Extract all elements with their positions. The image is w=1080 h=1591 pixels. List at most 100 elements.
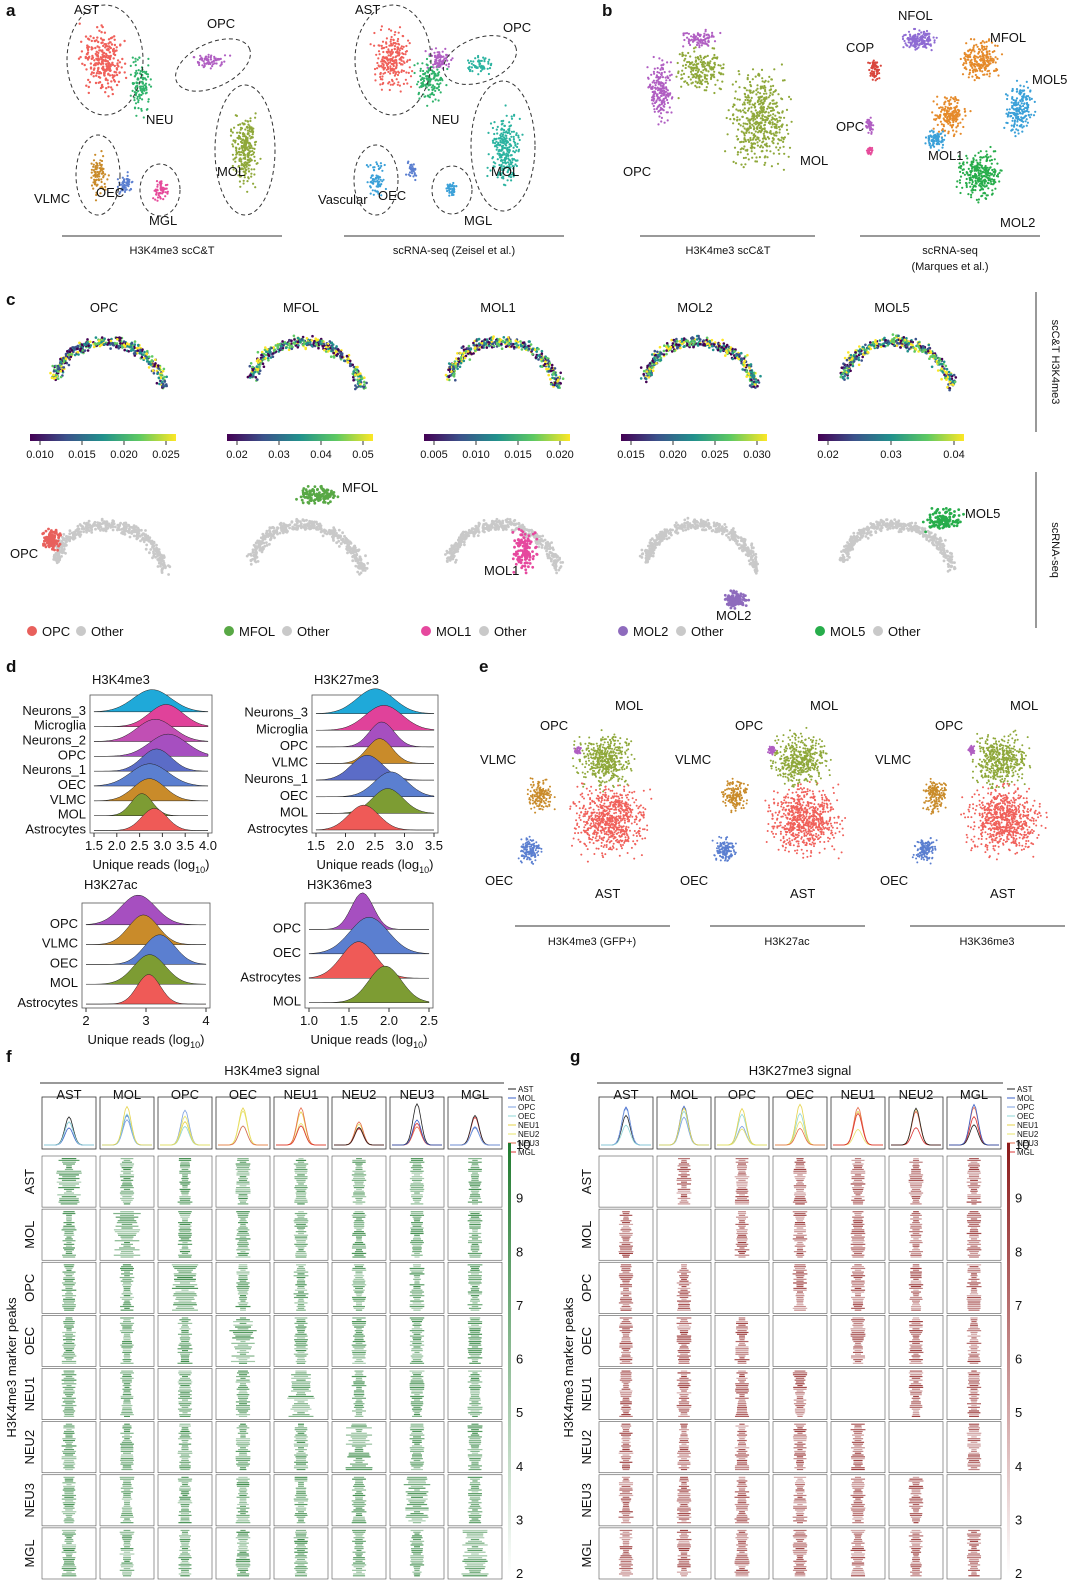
c-legend-other-4: Other <box>888 624 921 639</box>
panel-letter-e: e <box>479 657 488 676</box>
c-tick-0-0: 0.010 <box>26 449 54 461</box>
f-col-2: OPC <box>171 1087 199 1102</box>
f-col-4: NEU1 <box>284 1087 319 1102</box>
label-neu: NEU <box>146 112 173 127</box>
f-scale-7: 3 <box>516 1512 523 1527</box>
e-label-oec-2: OEC <box>880 873 908 888</box>
e-label-ast-2: AST <box>990 886 1015 901</box>
c-legend-label-1: MFOL <box>239 624 275 639</box>
f-col-5: NEU2 <box>342 1087 377 1102</box>
g-row-4: NEU1 <box>579 1377 594 1412</box>
panel-c: OPC 0.010 0.015 0.020 0.025 OPC OPC Other MFOL 0.… <box>10 292 1061 639</box>
f-profile-4 <box>273 1096 329 1150</box>
d-ridge-0-1 <box>93 704 209 727</box>
d-tick-0-2: 2.5 <box>131 838 149 853</box>
g-legend-0: AST <box>1017 1085 1033 1094</box>
panel-e: MOL OPC VLMC OEC AST H3K4me3 (GFP+) MOL OPC VLMC… <box>480 698 1065 948</box>
c-tick-4-1: 0.03 <box>880 449 901 461</box>
d-ridge-2-4 <box>85 974 207 1005</box>
d-ridge-0-4 <box>93 748 209 772</box>
g-ylabel: H3K4me3 marker peaks <box>561 1297 576 1438</box>
f-title: H3K4me3 signal <box>224 1063 319 1078</box>
f-scale-4: 6 <box>516 1352 523 1367</box>
f-legend-1: MOL <box>518 1094 536 1103</box>
c-annotation-plot-0 <box>41 517 172 576</box>
c-colorbar-3 <box>621 434 767 441</box>
c-col-title-4: MOL5 <box>874 300 909 315</box>
c-annot-label-2: MOL1 <box>484 563 519 578</box>
panel-b: OPC MOL H3K4me3 scC&T NFOL MFOL COP MOL5… <box>623 8 1067 273</box>
c-annot-label-3: MOL2 <box>716 608 751 623</box>
d-ridge-2-3 <box>85 954 207 985</box>
f-row-4: NEU1 <box>22 1377 37 1412</box>
label-mol: MOL <box>217 164 245 179</box>
d-tick-3-1: 1.5 <box>340 1013 358 1028</box>
f-heatmap-col-4 <box>273 1155 329 1580</box>
c-side-label-2: scRNA-seq <box>1049 522 1061 578</box>
c-legend-swatch-4 <box>815 626 825 636</box>
d-row-label-2-3: MOL <box>50 975 78 990</box>
f-col-1: MOL <box>113 1087 141 1102</box>
f-legend-4: NEU1 <box>518 1121 540 1130</box>
d-ridge-1-7 <box>315 804 435 831</box>
c-tick-2-0: 0.005 <box>420 449 448 461</box>
c-tick-3-3: 0.030 <box>743 449 771 461</box>
d-row-label-1-5: OEC <box>280 788 308 803</box>
d-xlabel-0: Unique reads (log10) <box>93 857 210 875</box>
g-col-0: AST <box>613 1087 638 1102</box>
c-col-title-3: MOL2 <box>677 300 712 315</box>
e-label-vlmc-2: VLMC <box>875 752 911 767</box>
panel-letter-c: c <box>6 290 15 309</box>
d-tick-0-5: 4.0 <box>199 838 217 853</box>
label-opc: OPC <box>207 16 235 31</box>
d-tick-2-1: 3 <box>142 1013 149 1028</box>
c-annotation-plot-3 <box>638 516 759 610</box>
g-heatmap-col-6 <box>946 1155 1002 1580</box>
c-legend-label-3: MOL2 <box>633 624 668 639</box>
f-colorscale <box>508 1143 511 1576</box>
label-neu-rna: NEU <box>432 112 459 127</box>
d-row-label-0-3: OPC <box>58 747 86 762</box>
f-scale-1: 9 <box>516 1191 523 1206</box>
c-legend-swatch-0 <box>27 626 37 636</box>
f-legend-7: MGL <box>518 1148 536 1157</box>
d-row-label-3-1: OEC <box>273 945 301 960</box>
panel-letter-b: b <box>602 1 612 20</box>
f-legend-0: AST <box>518 1085 534 1094</box>
label-cop: COP <box>846 40 874 55</box>
c-legend-other-2: Other <box>494 624 527 639</box>
c-legend-other-swatch-0 <box>76 626 86 636</box>
f-row-7: MGL <box>22 1539 37 1567</box>
e-embedding-0 <box>517 729 653 865</box>
f-row-1: MOL <box>22 1221 37 1249</box>
g-scale-2: 8 <box>1015 1244 1022 1259</box>
g-legend-4: NEU1 <box>1017 1121 1039 1130</box>
g-profile-2 <box>714 1096 770 1150</box>
caption-b-right-1: scRNA-seq <box>922 245 978 257</box>
label-nfol: NFOL <box>898 8 933 23</box>
d-ridge-1-2 <box>315 721 435 748</box>
e-label-mol-2: MOL <box>1010 698 1038 713</box>
d-ridge-0-2 <box>93 719 209 742</box>
c-annot-label-0: OPC <box>10 546 38 561</box>
g-legend-2: OPC <box>1017 1103 1035 1112</box>
d-row-label-2-1: VLMC <box>42 936 78 951</box>
c-legend-label-2: MOL1 <box>436 624 471 639</box>
panel-b-left-embedding <box>646 28 793 171</box>
g-row-3: OEC <box>579 1327 594 1355</box>
f-scale-0: 10 <box>516 1137 530 1152</box>
label-mol1: MOL1 <box>928 148 963 163</box>
d-tick-0-1: 2.0 <box>108 838 126 853</box>
d-row-label-3-3: MOL <box>273 994 301 1009</box>
d-row-label-2-2: OEC <box>50 955 78 970</box>
c-tick-0-3: 0.025 <box>152 449 180 461</box>
f-scale-6: 4 <box>516 1459 523 1474</box>
c-tick-3-2: 0.025 <box>701 449 729 461</box>
d-ridge-0-6 <box>93 778 209 802</box>
caption-a-left: H3K4me3 scC&T <box>130 245 215 257</box>
g-colorscale <box>1007 1143 1010 1576</box>
c-tick-3-0: 0.015 <box>617 449 645 461</box>
e-label-oec-0: OEC <box>485 873 513 888</box>
